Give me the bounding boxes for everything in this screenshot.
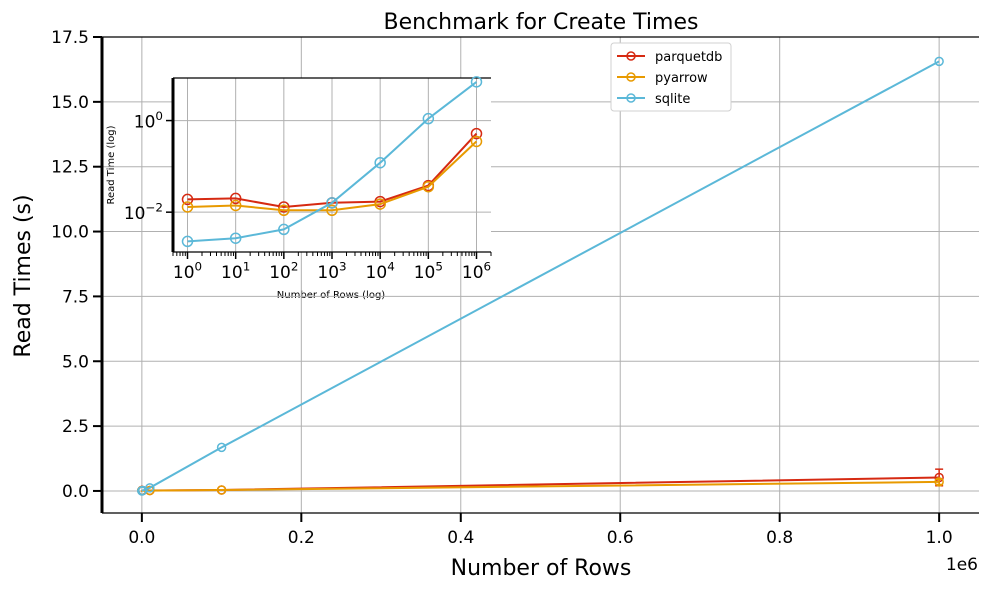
inset-point-pyarrow [374,198,386,210]
legend-label-sqlite: sqlite [655,92,690,107]
inset-point-sqlite [422,112,435,125]
inset-grid [173,78,491,252]
main-y-tick-label: 10.0 [51,223,89,243]
inset-series-line-pyarrow [187,140,478,212]
inset-point-parquetdb [181,193,194,206]
main-y-tick-label: 7.5 [62,287,89,307]
inset-point-sqlite [374,156,386,169]
legend-marker-pyarrow [626,72,636,82]
main-y-tick-label: 15.0 [51,93,89,113]
y-axis-label: Read Times (s) [11,194,36,357]
main-point-sqlite [934,56,944,67]
legend: parquetdb pyarrow sqlite [610,42,732,112]
inset-point-pyarrow [470,135,483,148]
main-y-tick-label: 12.5 [51,158,89,178]
main-series-line-sqlite [141,60,940,492]
inset-point-pyarrow [278,204,290,217]
inset-x-tick-label: 101 [221,259,250,283]
inset-point-parquetdb [470,127,483,140]
inset-series-line-sqlite [187,81,478,243]
inset-x-tick-label: 104 [366,259,395,283]
inset-x-axis-label: Number of Rows (log) [277,290,385,301]
legend-label-parquetdb: parquetdb [655,50,722,65]
main-y-tick-label: 17.5 [51,28,89,48]
main-y-tick-label: 0.0 [62,482,89,502]
inset-y-axis-label: Read Time (log) [106,125,117,204]
inset-point-sqlite [278,223,290,236]
main-series-line-pyarrow [140,480,940,492]
legend-label-pyarrow: pyarrow [655,71,708,86]
inset-point-parquetdb [229,192,242,205]
inset-x-tick-label: 105 [414,259,443,283]
main-x-tick-label: 0.6 [607,528,634,548]
inset-point-pyarrow [422,180,435,193]
inset-plot: 100 101 102 103 104 105 106 10−2 100 [124,76,492,283]
main-x-tick-label: 0.8 [766,528,793,548]
inset-point-sqlite [229,232,242,244]
inset-y-tick-label: 10−2 [124,201,163,225]
x-axis-label: Number of Rows [451,556,632,581]
main-y-tick-label: 5.0 [62,352,89,372]
inset-y-tick-label: 100 [134,109,163,133]
main-y-tick-label: 2.5 [62,417,89,437]
inset-point-sqlite [181,235,194,248]
main-point-sqlite [216,442,227,453]
chart-title: Benchmark for Create Times [384,10,699,35]
inset-x-tick-label: 100 [173,259,202,283]
main-x-tick-label: 0.0 [128,528,155,548]
inset-x-tick-label: 102 [269,259,298,283]
legend-marker-sqlite [626,93,636,103]
inset-x-tick-label: 106 [462,259,491,283]
inset-point-sqlite [326,197,338,209]
inset-point-parquetdb [278,201,290,213]
legend-marker-parquetdb [626,51,636,61]
inset-point-pyarrow [229,199,242,212]
main-x-tick-label: 0.4 [447,528,474,548]
inset-point-sqlite [470,76,483,88]
main-point-pyarrow [216,485,227,495]
inset-point-pyarrow [181,201,194,213]
inset-x-tick-label: 103 [317,259,346,283]
main-point-sqlite [145,483,155,493]
main-point-pyarrow [934,477,944,487]
inset-point-pyarrow [326,204,338,217]
main-x-tick-label: 1.0 [926,528,953,548]
x-offset-label: 1e6 [946,555,978,575]
legend-box [610,42,732,112]
main-x-tick-label: 0.2 [288,528,315,548]
